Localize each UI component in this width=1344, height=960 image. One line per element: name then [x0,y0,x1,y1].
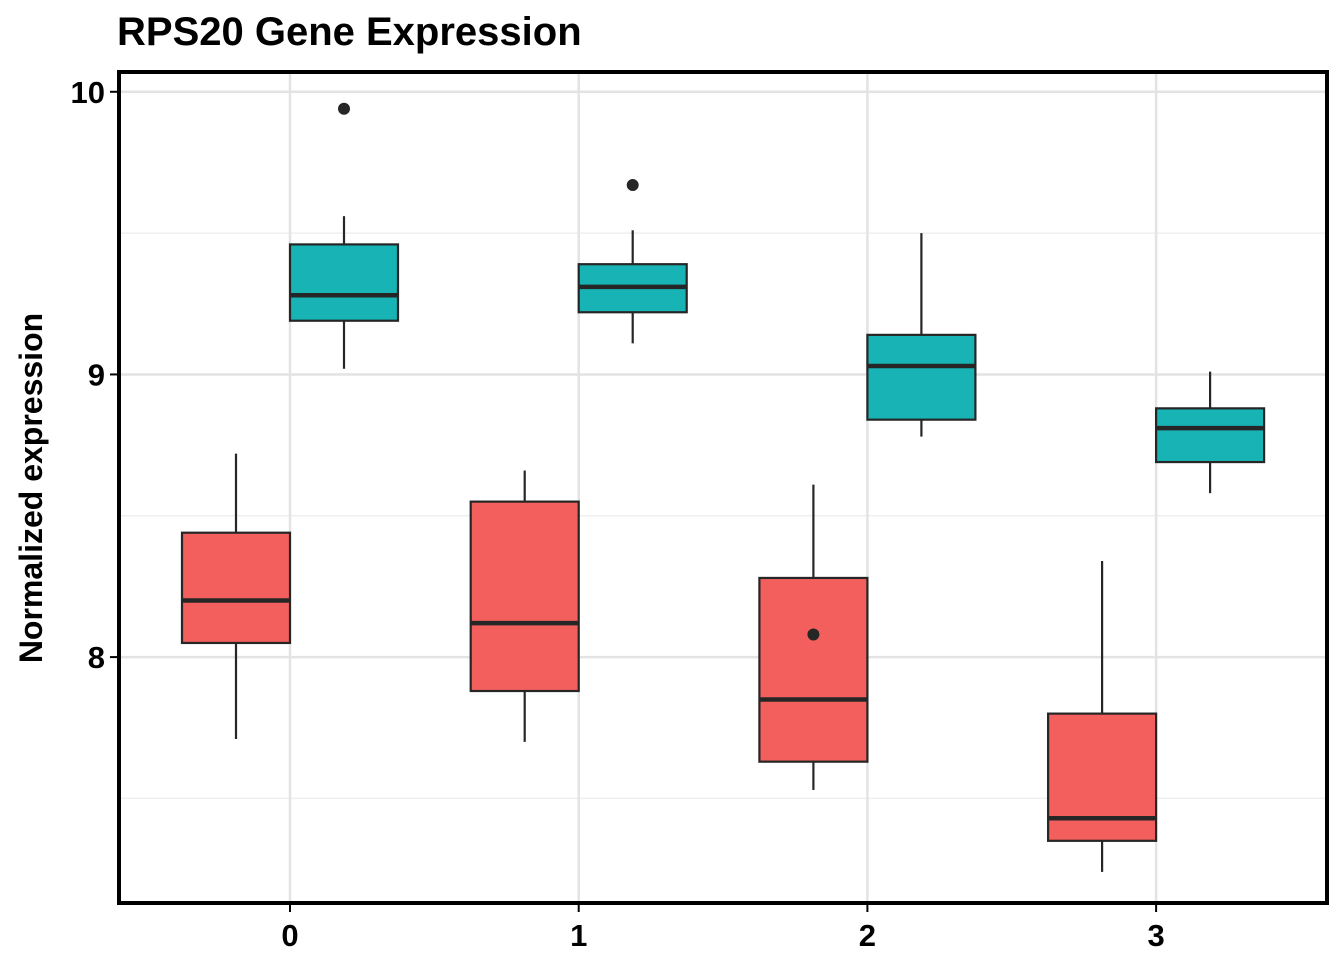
box-group [288,102,400,369]
box-body [288,243,400,322]
box-group [1154,371,1266,494]
y-axis-label: Normalized expression [13,313,49,663]
box-group [758,484,869,790]
box-group [577,179,688,344]
y-tick-label: 10 [71,75,105,110]
box-body [1046,712,1158,842]
boxes [180,102,1266,872]
box-body [1154,407,1266,464]
chart-title: RPS20 Gene Expression [117,10,582,54]
x-tick-label: 2 [859,918,876,953]
box-group [1046,560,1158,872]
box-body [866,333,977,421]
panel-border [117,70,1329,905]
x-tick-label: 0 [281,918,298,953]
outlier-point [338,102,350,115]
box-body [180,531,292,645]
outlier-point [626,179,639,192]
box-group [469,470,580,742]
x-tick-label: 1 [570,918,587,953]
box-group [866,233,977,437]
y-tick-label: 9 [88,357,105,392]
x-tick-label: 3 [1147,918,1164,953]
box-body [758,576,869,763]
outlier-point [807,628,820,641]
tick-labels: 8 9 10 0 1 2 3 [71,75,1165,953]
y-tick-label: 8 [88,640,105,675]
box-body [469,500,580,693]
box-group [180,453,292,740]
